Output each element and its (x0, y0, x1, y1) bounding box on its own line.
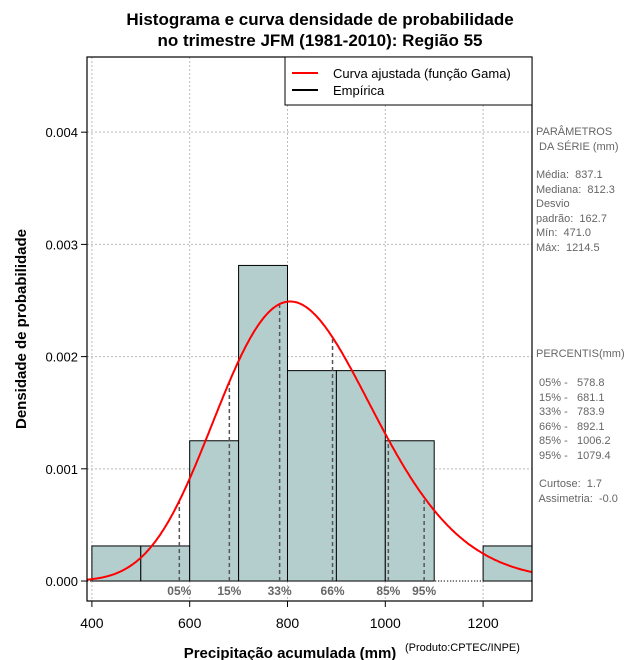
histogram-bar (189, 440, 240, 582)
y-tick-label: 0.004 (45, 125, 78, 140)
x-tick-label: 800 (276, 615, 300, 631)
chart-title-line1: Histograma e curva densidade de probabil… (126, 10, 513, 29)
x-tick-label: 600 (178, 615, 202, 631)
x-tick-label: 1200 (468, 615, 499, 631)
chart-title-line2: no trimestre JFM (1981-2010): Região 55 (157, 31, 482, 50)
percentile-label: 15% (217, 584, 241, 598)
percentile-label: 66% (321, 584, 345, 598)
histogram-bar (335, 370, 386, 582)
percentiles-title: PERCENTIS(mm) (536, 348, 625, 360)
percentile-label: 95% (412, 584, 436, 598)
x-axis-label: Precipitação acumulada (mm) (184, 645, 397, 660)
y-tick-label: 0.003 (45, 237, 78, 252)
gamma-density-curve (86, 300, 532, 581)
percentiles-list: 05% - 578.8 15% - 681.1 33% - 783.9 66% … (539, 377, 611, 462)
y-tick-label: 0.000 (45, 574, 78, 589)
credit-label: (Produto:CPTEC/INPE) (405, 642, 520, 654)
y-tick-label: 0.001 (45, 462, 78, 477)
x-tick-label: 1000 (370, 615, 401, 631)
shape-stats: Curtose: 1.7 Assimetria: -0.0 (538, 478, 618, 505)
percentile-label: 33% (268, 584, 292, 598)
legend-empirical-label: Empírica (333, 83, 385, 98)
histogram-bar (384, 440, 435, 582)
y-tick-label: 0.002 (45, 350, 78, 365)
x-tick-label: 400 (80, 615, 104, 631)
legend: Curva ajustada (função Gama) Empírica (284, 56, 533, 106)
params-title: PARÂMETROS DA SÉRIE (mm) (536, 126, 619, 153)
histogram-bar (286, 370, 337, 582)
histogram-bar (482, 545, 533, 582)
legend-curve-label: Curva ajustada (função Gama) (333, 66, 511, 81)
y-axis-label: Densidade de probabilidade (13, 229, 30, 429)
percentile-label: 85% (376, 584, 400, 598)
percentile-label: 05% (167, 584, 191, 598)
params-stats: Média: 837.1 Mediana: 812.3 Desvio padrã… (536, 169, 615, 254)
